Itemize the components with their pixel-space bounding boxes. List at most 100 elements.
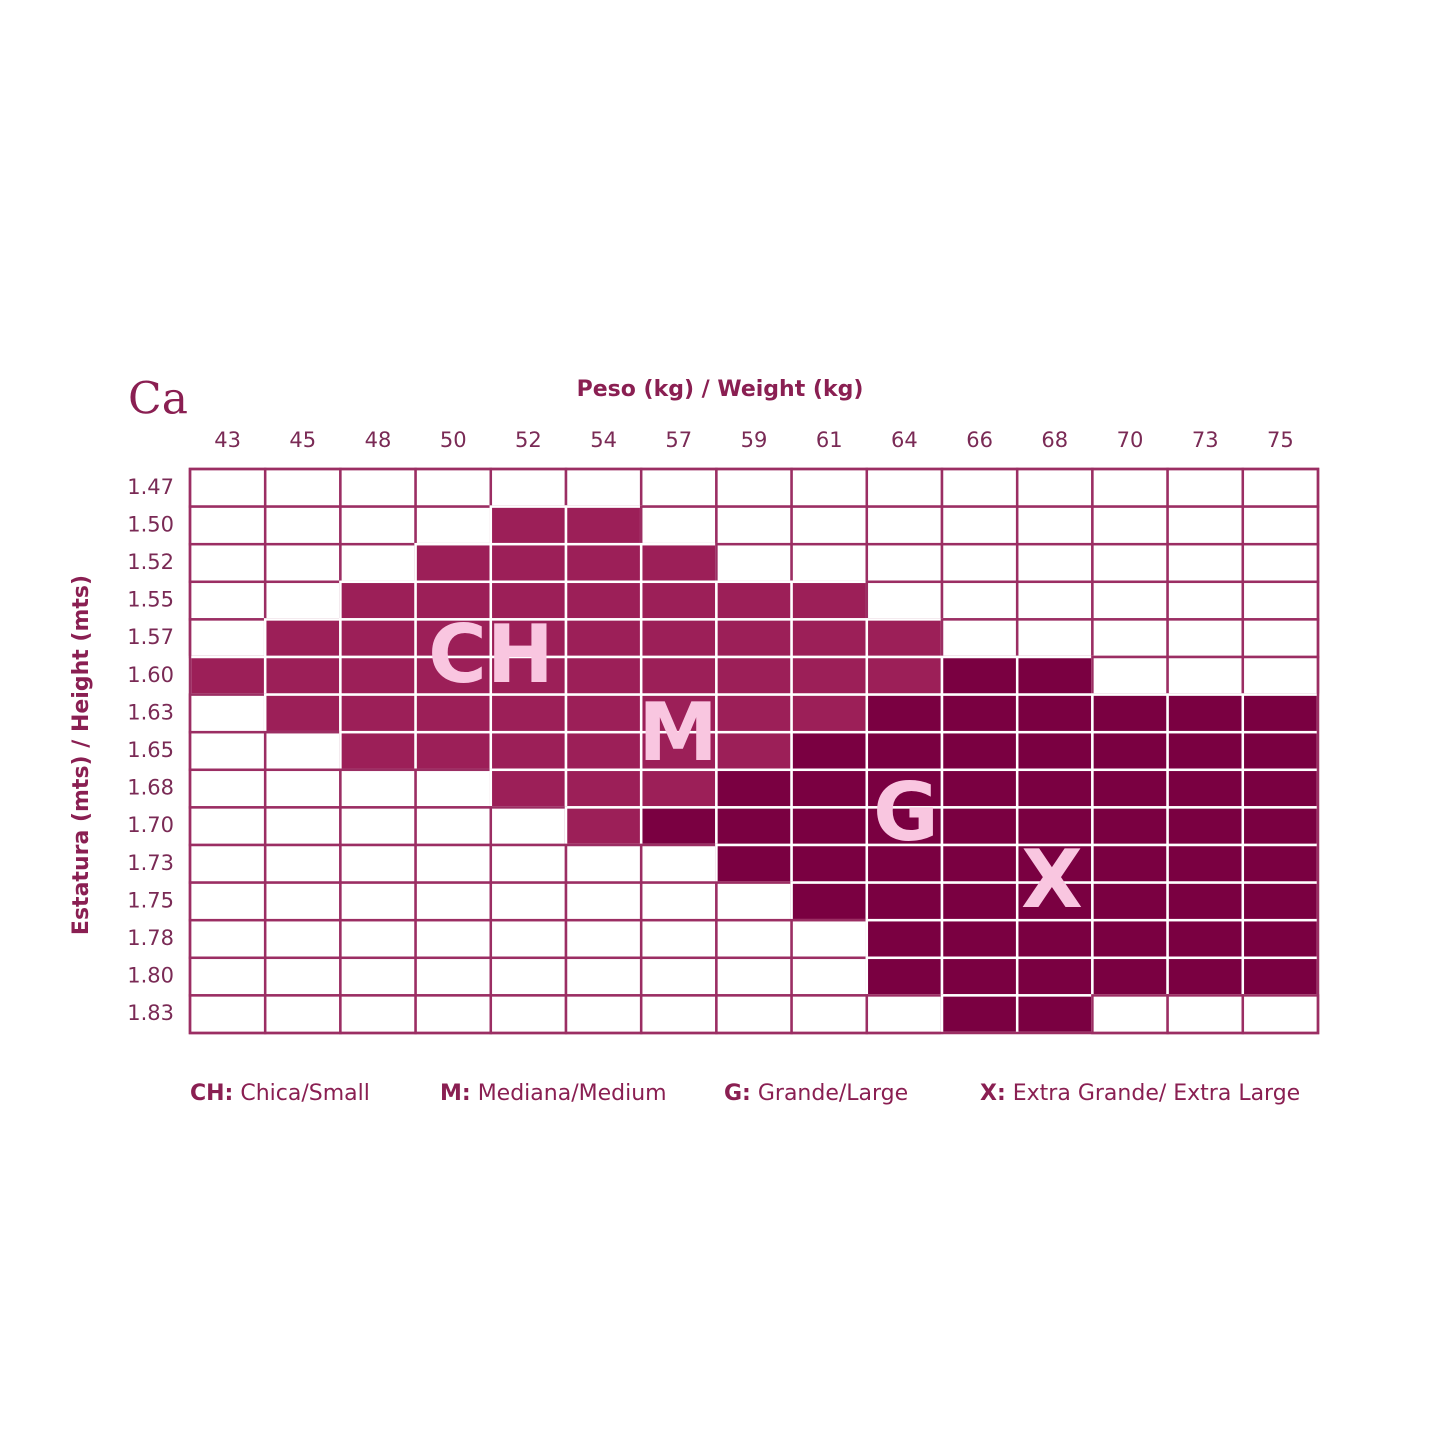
cell xyxy=(1241,918,1320,960)
cell xyxy=(940,843,1019,884)
cell xyxy=(1166,542,1245,584)
cell xyxy=(339,918,417,960)
cell xyxy=(715,542,793,584)
cell xyxy=(940,580,1019,621)
cell xyxy=(1241,956,1320,997)
cell xyxy=(1241,542,1320,584)
cell xyxy=(564,994,643,1035)
cell xyxy=(1166,956,1245,997)
cell xyxy=(639,881,718,922)
cell xyxy=(1015,655,1094,696)
cell xyxy=(1015,843,1094,884)
cell xyxy=(339,542,417,584)
cell xyxy=(564,542,643,584)
cell xyxy=(414,881,493,922)
column-label: 64 xyxy=(891,428,918,452)
cell xyxy=(263,918,342,960)
zone-label: G xyxy=(873,766,939,859)
cell xyxy=(1091,806,1169,847)
legend-text: Mediana/Medium xyxy=(478,1081,667,1106)
cell xyxy=(715,806,793,847)
row-label: 1.70 xyxy=(127,813,174,837)
cell xyxy=(1166,505,1245,546)
cell xyxy=(639,542,718,584)
cell xyxy=(639,580,718,621)
cell xyxy=(414,505,493,546)
cell xyxy=(564,618,643,659)
cell xyxy=(639,467,718,508)
cell xyxy=(639,693,718,734)
cell xyxy=(865,730,944,772)
cell xyxy=(339,881,417,922)
cell xyxy=(1166,768,1245,809)
row-label: 1.65 xyxy=(127,738,174,762)
row-label: 1.55 xyxy=(127,588,174,612)
cell xyxy=(865,693,944,734)
cell xyxy=(414,843,493,884)
cell xyxy=(1241,618,1320,659)
legend-item: G: Grande/Large xyxy=(724,1081,908,1106)
column-label: 73 xyxy=(1192,428,1219,452)
cell xyxy=(188,806,267,847)
cell xyxy=(489,730,568,772)
cell xyxy=(489,918,568,960)
row-label: 1.63 xyxy=(127,700,174,724)
cell xyxy=(790,994,869,1035)
cell xyxy=(940,467,1019,508)
cell xyxy=(790,580,869,621)
cell xyxy=(414,918,493,960)
cell xyxy=(414,467,493,508)
cell xyxy=(1091,542,1169,584)
cell xyxy=(1015,467,1094,508)
cell xyxy=(1241,881,1320,922)
cell xyxy=(1166,806,1245,847)
cell xyxy=(940,618,1019,659)
cell xyxy=(715,730,793,772)
cell xyxy=(414,806,493,847)
cell xyxy=(1015,580,1094,621)
cell xyxy=(489,505,568,546)
cell xyxy=(489,768,568,809)
legend-text: Grande/Large xyxy=(758,1081,908,1106)
cell xyxy=(639,806,718,847)
row-label: 1.73 xyxy=(127,851,174,875)
cell xyxy=(865,580,944,621)
cell xyxy=(865,843,944,884)
cell xyxy=(865,467,944,508)
cell xyxy=(1166,994,1245,1035)
cell xyxy=(715,956,793,997)
cell xyxy=(1091,881,1169,922)
cell xyxy=(339,655,417,696)
cell xyxy=(414,730,493,772)
cell xyxy=(1015,730,1094,772)
cell xyxy=(188,467,267,508)
cell xyxy=(188,956,267,997)
legend-item: CH: Chica/Small xyxy=(190,1081,370,1106)
cell xyxy=(188,881,267,922)
cell xyxy=(715,505,793,546)
cell xyxy=(1091,580,1169,621)
cell xyxy=(1241,693,1320,734)
column-label: 66 xyxy=(966,428,993,452)
cell xyxy=(414,994,493,1035)
cell xyxy=(1015,618,1094,659)
cell xyxy=(1166,467,1245,508)
cell xyxy=(1091,693,1169,734)
cell xyxy=(715,618,793,659)
cell xyxy=(1166,693,1245,734)
cell xyxy=(263,655,342,696)
cell xyxy=(1015,542,1094,584)
cell xyxy=(1241,806,1320,847)
cell xyxy=(339,768,417,809)
row-label: 1.75 xyxy=(127,888,174,912)
row-label: 1.78 xyxy=(127,926,174,950)
cell xyxy=(1091,843,1169,884)
cell xyxy=(865,542,944,584)
cell xyxy=(188,730,267,772)
grid-border xyxy=(188,467,1320,1035)
cell xyxy=(865,918,944,960)
cell xyxy=(639,994,718,1035)
cell xyxy=(639,843,718,884)
cell xyxy=(188,542,267,584)
cell xyxy=(188,994,267,1035)
